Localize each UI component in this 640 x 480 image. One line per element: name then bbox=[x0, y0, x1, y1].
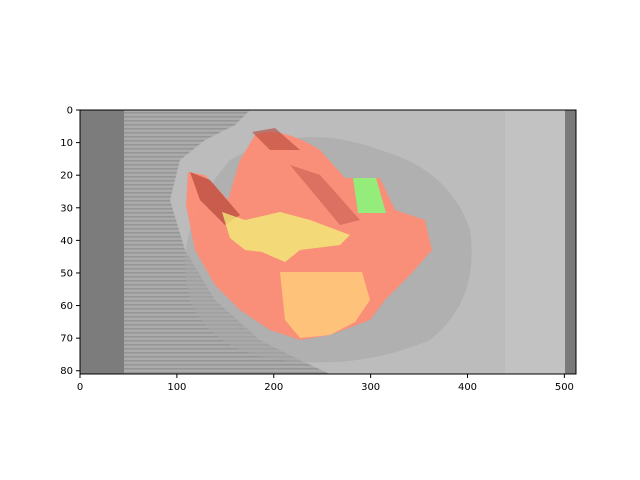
overlay-image bbox=[80, 110, 576, 374]
x-tick-label: 200 bbox=[264, 382, 283, 393]
x-tick-label: 300 bbox=[361, 382, 380, 393]
ct-texture-region bbox=[124, 110, 330, 374]
x-tick-label: 100 bbox=[167, 382, 186, 393]
x-tick-label: 0 bbox=[77, 382, 83, 393]
y-tick-label: 10 bbox=[60, 138, 73, 149]
x-axis-ticks: 0 100 200 300 400 500 bbox=[77, 374, 574, 393]
orange-region bbox=[280, 272, 370, 338]
y-axis-ticks: 0 10 20 30 40 50 60 70 80 bbox=[60, 106, 80, 377]
y-tick-label: 80 bbox=[60, 366, 73, 377]
yellow-region bbox=[222, 212, 350, 262]
dark-red-streak-mid bbox=[290, 165, 360, 225]
x-tick-label: 500 bbox=[555, 382, 574, 393]
axes-frame bbox=[79, 109, 577, 375]
dark-red-streak bbox=[190, 172, 240, 225]
y-tick-label: 70 bbox=[60, 334, 73, 345]
y-tick-label: 0 bbox=[67, 106, 73, 117]
right-light-band bbox=[505, 110, 565, 374]
green-region bbox=[353, 178, 386, 213]
left-dark-region bbox=[80, 110, 124, 374]
right-dark-strip bbox=[564, 110, 576, 374]
y-tick-label: 60 bbox=[60, 301, 73, 312]
y-tick-label: 40 bbox=[60, 236, 73, 247]
y-tick-label: 30 bbox=[60, 203, 73, 214]
x-tick-label: 400 bbox=[458, 382, 477, 393]
y-tick-label: 20 bbox=[60, 171, 73, 182]
dark-red-streak-top bbox=[252, 128, 300, 150]
y-tick-label: 50 bbox=[60, 268, 73, 279]
